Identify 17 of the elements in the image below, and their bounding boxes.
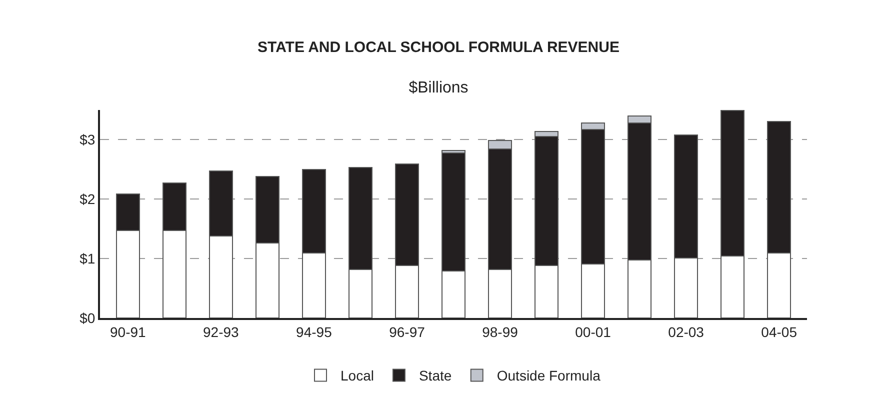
y-tick-label: $0 <box>80 310 96 326</box>
legend-label: Outside Formula <box>496 368 601 384</box>
x-tick-label: 04-05 <box>761 324 798 340</box>
y-tick-label: $1 <box>80 250 96 266</box>
y-tick-label: $3 <box>80 132 96 148</box>
chart-subtitle: $Billions <box>408 80 468 97</box>
chart-title: STATE AND LOCAL SCHOOL FORMULA REVENUE <box>258 38 620 56</box>
y-tick-label: $2 <box>80 191 96 208</box>
x-tick-label: 94-95 <box>296 324 332 340</box>
x-tick-label: 00-01 <box>575 324 612 340</box>
x-tick-label: 98-99 <box>482 324 518 340</box>
x-tick-label: 96-97 <box>389 324 426 340</box>
x-tick-label: 90-91 <box>110 324 146 340</box>
x-tick-label: 02-03 <box>668 324 704 340</box>
legend-label: Local <box>340 368 374 384</box>
x-tick-label: 92-93 <box>203 324 240 340</box>
legend-label: State <box>418 368 452 384</box>
